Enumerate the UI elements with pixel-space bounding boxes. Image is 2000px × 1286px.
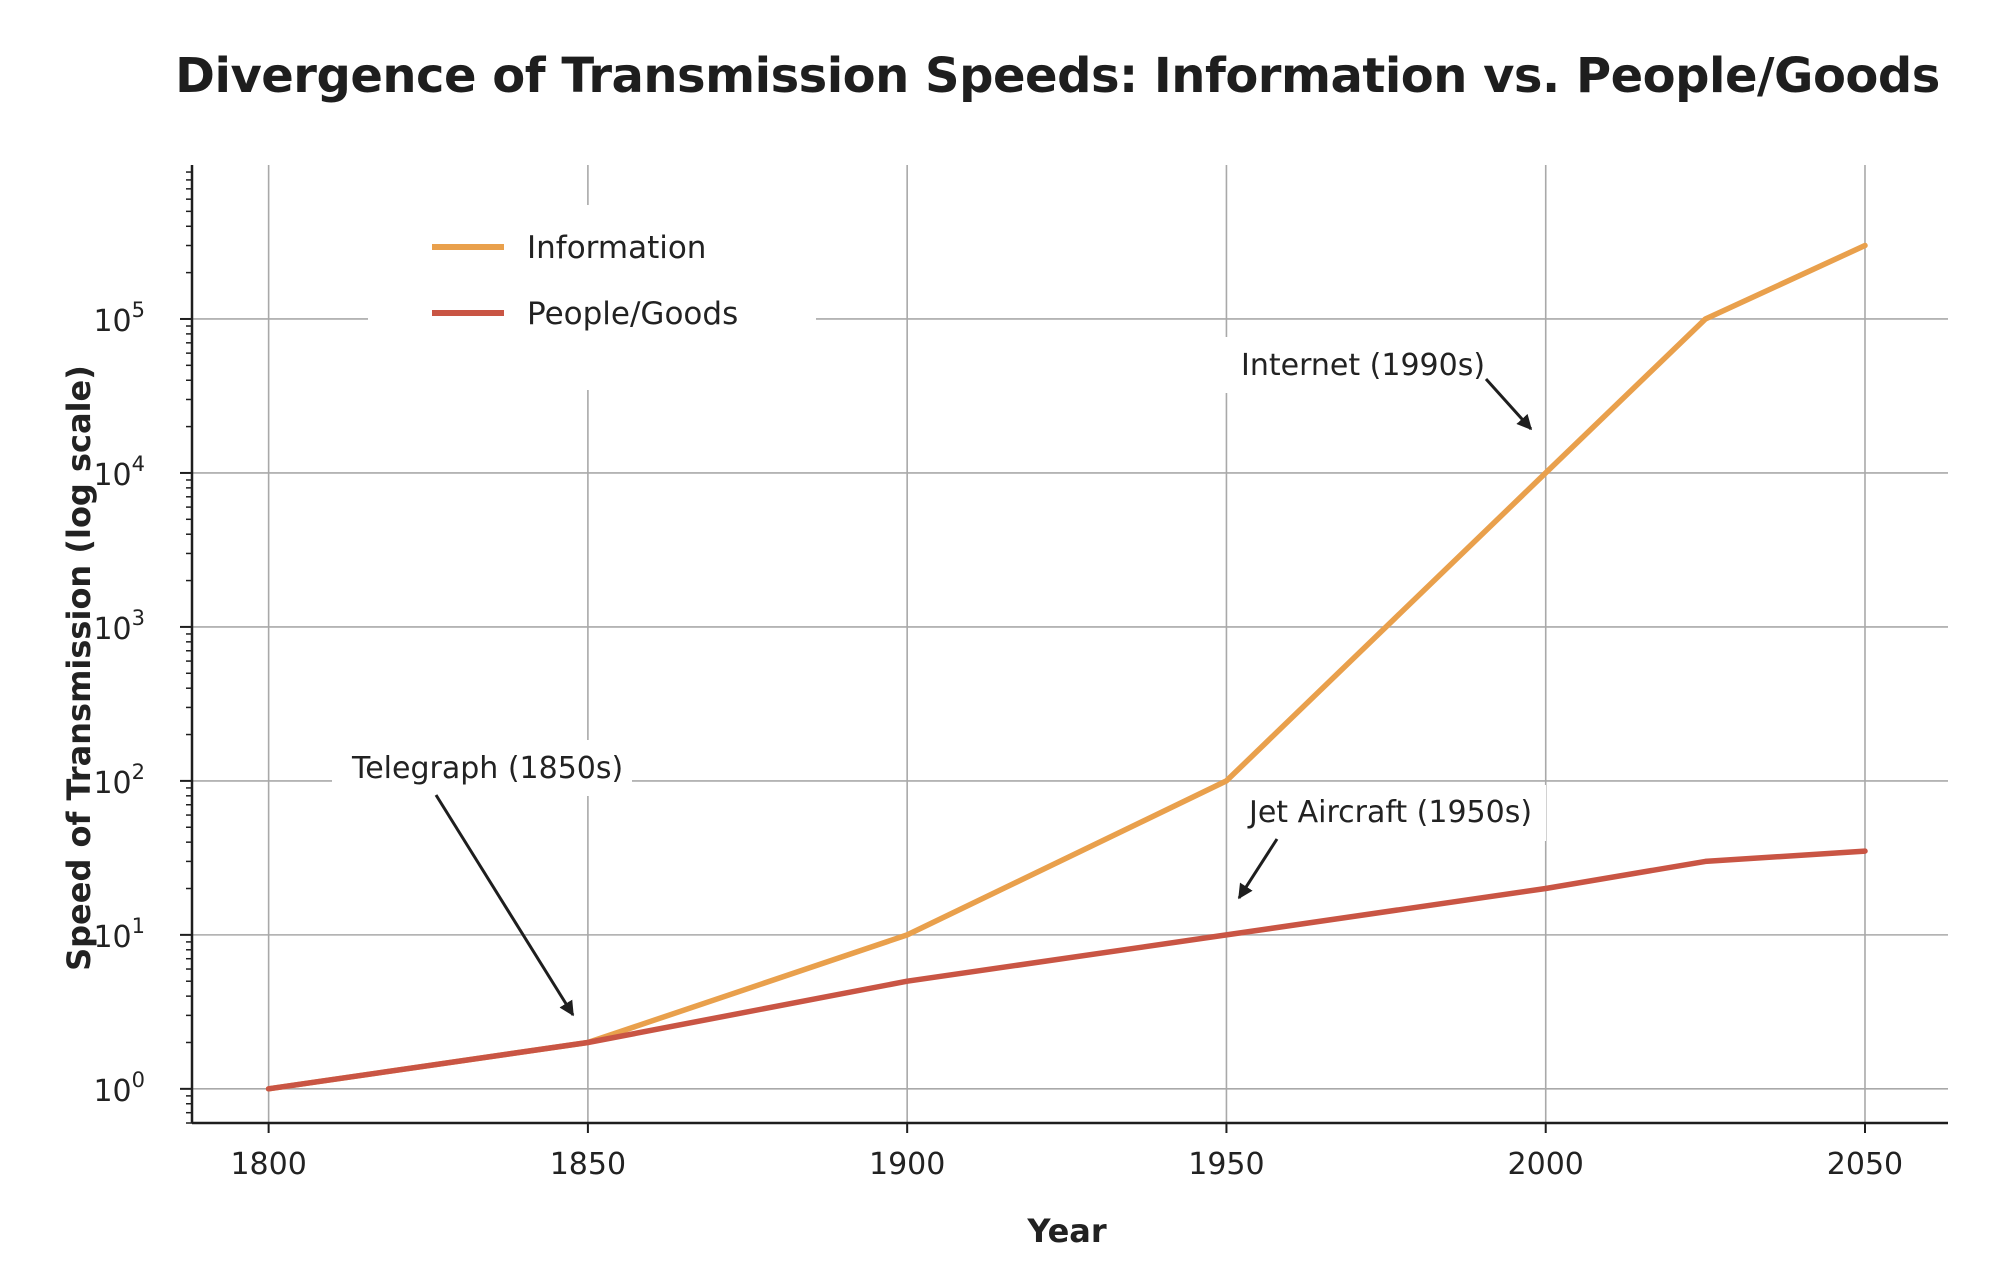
- x-tick-label: 1900: [869, 1147, 945, 1182]
- annotations-layer: Telegraph (1850s) Internet (1990s) Jet Air…: [332, 337, 1546, 1017]
- x-tick-label: 1850: [550, 1147, 626, 1182]
- x-tick-label: 2050: [1827, 1147, 1903, 1182]
- legend-label: Information: [527, 230, 706, 266]
- y-tick-label: 102: [93, 760, 145, 801]
- y-tick-label: 101: [93, 914, 145, 955]
- annotation-label: Telegraph (1850s): [351, 751, 623, 786]
- y-tick-label: 103: [93, 606, 145, 647]
- y-tick-label: 105: [93, 298, 145, 339]
- annotation-arrow: [1484, 377, 1533, 431]
- chart-title: Divergence of Transmission Speeds: Infor…: [175, 48, 1940, 104]
- series-layer: [265, 242, 1868, 1092]
- y-tick-label: 104: [93, 452, 145, 493]
- axes-layer: 100 101 102 103 104 105 1800 1850 1900 1950 2000 20…: [60, 165, 1948, 1250]
- annotation-background: [1230, 785, 1546, 841]
- x-tick-label: 2000: [1508, 1147, 1584, 1182]
- x-axis-title: Year: [1026, 1212, 1107, 1250]
- y-axis-title: Speed of Transmission (log scale): [60, 365, 98, 971]
- annotation-label: Jet Aircraft (1950s): [1247, 795, 1532, 830]
- x-tick-label: 1800: [230, 1147, 306, 1182]
- annotation-arrow: [1237, 838, 1279, 900]
- x-tick-label: 1950: [1188, 1147, 1264, 1182]
- annotation-label: Internet (1990s): [1241, 348, 1485, 383]
- annotation-arrow: [434, 794, 575, 1017]
- y-tick-label: 100: [93, 1068, 145, 1109]
- series-line-people-goods: [265, 848, 1868, 1092]
- annotation-background: [1222, 337, 1486, 393]
- legend: Information People/Goods: [368, 205, 816, 390]
- annotation-background: [332, 740, 632, 796]
- legend-background: [368, 205, 816, 390]
- legend-label: People/Goods: [527, 296, 738, 332]
